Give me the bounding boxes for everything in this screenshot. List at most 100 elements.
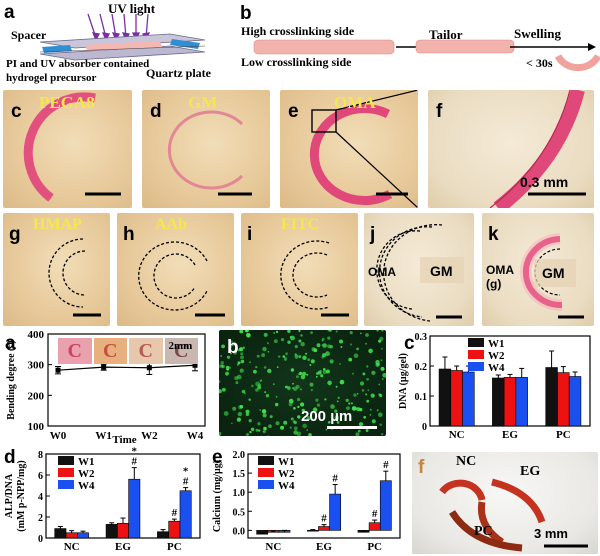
panel-label-c2: c [404,333,415,354]
title-gm: GM [188,93,218,112]
cell-dot [348,402,351,405]
cell-dot [366,365,369,368]
cell-dot [297,415,301,419]
bar [462,371,475,427]
cell-dot [340,346,343,348]
cell-dot [300,402,305,407]
significance-mark: * [132,446,138,458]
cell-dot [255,428,259,432]
cell-dot [367,389,370,392]
bar [545,367,558,427]
cell-dot [267,351,270,353]
bar [492,377,505,427]
cell-dot [350,402,353,405]
bar [557,372,570,427]
cell-dot [287,330,291,333]
cell-dot [301,408,305,413]
bar [368,522,381,531]
cell-dot [330,404,335,409]
bar [515,377,528,427]
scale-label-b2: 200 µm [301,408,353,425]
cell-dot [240,352,244,356]
precursor-label-2: hydrogel precursor [6,72,97,84]
cell-dot [242,346,245,349]
cell-dot [378,412,383,417]
legend-swatch [58,480,74,489]
cell-dot [361,389,365,392]
y-tick-label: 8 [38,450,43,461]
cell-dot [376,409,379,412]
cell-dot [292,387,294,389]
micrograph-k: k OMA (g) GM [482,213,594,326]
cell-dot [371,370,376,375]
cell-dot [378,383,381,386]
cell-dot [237,411,243,417]
photo-label-nc: NC [456,454,477,469]
y-tick-label: 0 [422,422,427,433]
x-tick-label: EG [115,541,131,553]
cell-dot [246,333,249,335]
cell-dot [327,421,330,424]
y-tick-label: 0.3 [415,332,428,343]
cell-dot [353,393,357,397]
legend-swatch [258,468,274,477]
cell-dot [246,433,249,436]
cell-dot [273,339,278,343]
y-axis-label: Calcium (mg/µg) [212,460,223,532]
cell-dot [375,363,380,367]
inset-photos: C C C C 2mm [58,338,198,364]
cell-dot [317,370,322,375]
cell-dot [239,405,244,409]
cell-dot [236,417,241,422]
cell-dot [307,418,310,421]
panel-label-h: h [123,224,135,245]
cell-dot [378,339,382,343]
bar [306,530,319,532]
x-tick-label: EG [316,541,332,553]
cell-dot [349,343,353,346]
panel-label-f: f [436,101,443,122]
cell-dot [366,377,369,381]
cell-dot [259,380,262,383]
significance-mark: # [372,508,378,520]
y-tick-label: 100 [28,421,45,433]
cell-dot [349,331,353,335]
cell-dot [231,344,234,347]
cell-dot [262,430,266,434]
cell-dot [339,379,345,385]
cell-dot [302,423,307,429]
bar [179,490,192,539]
significance-mark: * [183,466,189,478]
cell-dot [307,358,311,361]
cell-dot [223,411,229,416]
cell-dot [315,375,318,378]
cell-dot [320,374,324,378]
schematic-a [39,13,206,61]
cell-dot [241,389,246,394]
title-hmap: HMAP [33,216,82,233]
cell-dot [293,407,296,410]
x-tick-label: PC [367,541,382,553]
cell-dot [310,359,315,364]
scale-label-f: 0.3 mm [520,174,569,190]
legend-swatch [258,480,274,489]
cell-dot [287,386,290,389]
cell-dot [250,427,255,431]
cell-dot [380,359,383,362]
cell-dot [263,332,268,337]
cell-dot [365,393,368,396]
cell-dot [352,372,354,375]
cell-dot [327,336,331,340]
cell-dot [371,419,376,424]
cell-dot [262,413,267,418]
schematic-b [253,39,600,72]
photo-f2: f NC EG PC 3 mm [412,452,598,554]
k-g-label: (g) [486,277,502,291]
cell-dot [290,417,294,421]
cell-dot [219,389,222,394]
cell-dot [257,385,262,390]
cell-dot [289,336,292,339]
cell-dot [249,430,252,434]
cell-dot [290,368,295,372]
legend-label: W2 [278,468,295,480]
